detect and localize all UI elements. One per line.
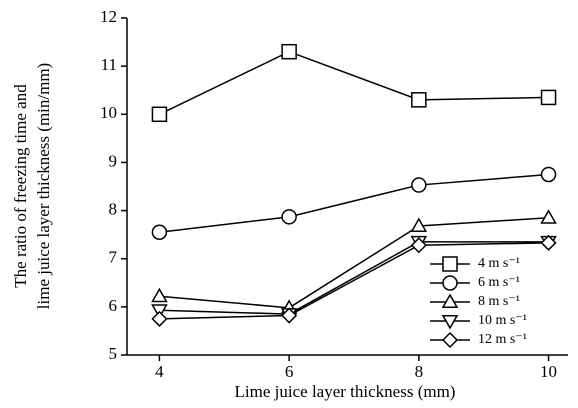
marker [540, 166, 557, 183]
legend-label: 6 m s⁻¹ [478, 275, 520, 290]
marker [540, 209, 557, 224]
marker [540, 89, 557, 106]
legend-marker [441, 293, 459, 308]
marker [151, 224, 168, 240]
legend-marker [441, 315, 459, 330]
legend-label: 10 m s⁻¹ [478, 313, 527, 328]
series-line [159, 173, 549, 233]
legend-marker [442, 275, 458, 291]
x-axis-label: Lime juice layer thickness (mm) [235, 382, 456, 401]
series-line [159, 241, 549, 315]
y-axis-label: The ratio of freezing time and [11, 84, 30, 288]
marker [410, 217, 428, 232]
y-tick-label: 5 [109, 344, 118, 363]
y-tick-label: 10 [100, 103, 117, 122]
marker [411, 92, 427, 108]
y-tick-label: 9 [109, 151, 118, 170]
y-tick-label: 11 [101, 55, 117, 74]
marker [151, 310, 168, 327]
y-tick-label: 8 [109, 199, 118, 218]
marker [151, 106, 168, 123]
y-tick-label: 6 [109, 296, 118, 315]
x-tick-label: 4 [155, 362, 164, 381]
legend-marker [441, 331, 459, 349]
marker [411, 177, 427, 193]
legend-label: 4 m s⁻¹ [478, 256, 520, 271]
x-tick-label: 10 [540, 362, 557, 381]
x-tick-label: 8 [415, 362, 424, 381]
marker [151, 287, 168, 303]
marker [410, 237, 427, 254]
y-axis-label: lime juice layer thickness (min/mm) [34, 63, 53, 309]
marker [281, 209, 297, 225]
legend-marker [442, 256, 458, 272]
series-line [159, 242, 549, 320]
marker [281, 307, 298, 324]
legend-label: 8 m s⁻¹ [478, 294, 520, 309]
y-tick-label: 7 [109, 248, 118, 267]
legend-label: 12 m s⁻¹ [478, 332, 527, 347]
series-line [159, 217, 549, 309]
marker [540, 234, 557, 251]
marker [281, 43, 297, 60]
x-tick-label: 6 [285, 362, 294, 381]
series-line [159, 50, 549, 115]
y-tick-label: 12 [100, 7, 117, 26]
